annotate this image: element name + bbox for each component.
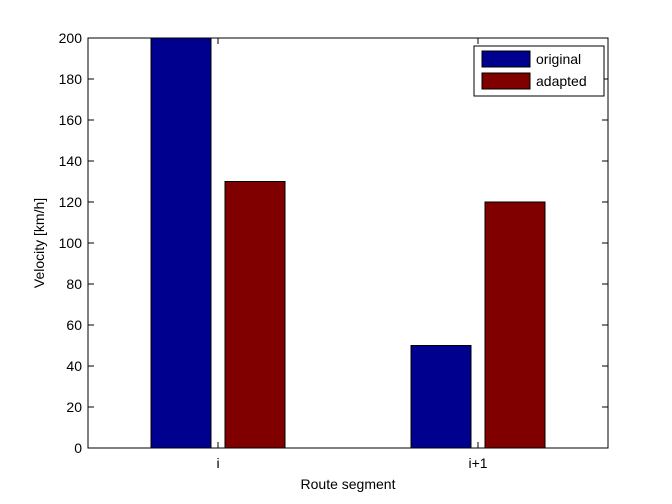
x-tick-label-1: i+1 xyxy=(468,455,487,471)
x-ticks-group: i i+1 xyxy=(216,38,488,471)
x-axis-label: Route segment xyxy=(301,476,396,492)
y-tick-label-9: 180 xyxy=(59,71,83,87)
y-tick-label-1: 20 xyxy=(66,399,82,415)
bar-adapted-0 xyxy=(224,181,286,449)
legend-label-adapted: adapted xyxy=(536,73,587,89)
y-tick-label-0: 0 xyxy=(74,440,82,456)
y-tick-label-4: 80 xyxy=(66,276,82,292)
y-tick-label-6: 120 xyxy=(59,194,83,210)
bar-original-0 xyxy=(150,37,212,449)
bar-adapted-1 xyxy=(484,201,546,449)
bars-group xyxy=(150,37,546,449)
y-tick-label-3: 60 xyxy=(66,317,82,333)
y-tick-label-8: 160 xyxy=(59,112,83,128)
y-axis-label: Velocity [km/h] xyxy=(31,198,47,288)
bar-original-1 xyxy=(410,345,472,449)
y-tick-label-7: 140 xyxy=(59,153,83,169)
y-tick-label-10: 200 xyxy=(59,30,83,46)
y-tick-label-5: 100 xyxy=(59,235,83,251)
y-ticks-group: 0 20 40 60 80 100 120 140 160 180 200 xyxy=(59,30,608,456)
legend-swatch-original xyxy=(481,50,531,68)
legend-label-original: original xyxy=(536,51,581,67)
legend: original adapted xyxy=(473,45,605,97)
y-tick-label-2: 40 xyxy=(66,358,82,374)
legend-swatch-adapted xyxy=(481,72,531,90)
x-tick-label-0: i xyxy=(216,455,219,471)
